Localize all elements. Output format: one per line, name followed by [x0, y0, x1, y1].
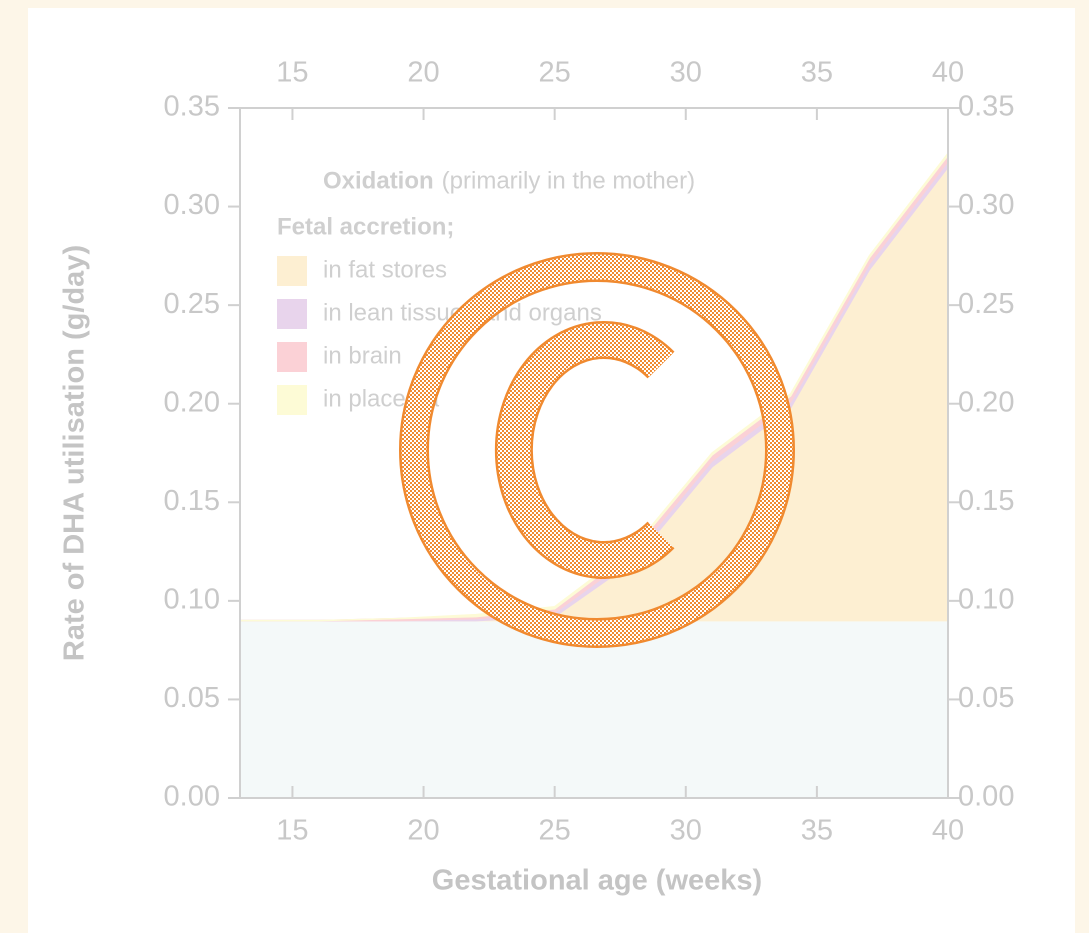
y2-tick-label: 0.05	[958, 682, 1014, 714]
legend-entry: in fat stores	[323, 256, 447, 283]
legend: Oxidation (primarily in the mother) Fetal …	[277, 167, 695, 415]
x-tick-label: 25	[539, 815, 571, 847]
legend-heading: Fetal accretion;	[277, 213, 454, 240]
x-tick-label: 35	[801, 815, 833, 847]
legend-swatch	[277, 342, 307, 372]
y2-tick-label: 0.35	[958, 91, 1014, 123]
y2-tick-label: 0.25	[958, 288, 1014, 320]
watermark-c	[497, 323, 673, 577]
y-tick-label: 0.05	[164, 682, 220, 714]
legend-swatch	[277, 299, 307, 329]
y2-tick-label: 0.15	[958, 485, 1014, 517]
x2-tick-label: 15	[276, 57, 308, 89]
y-axis-label: Rate of DHA utilisation (g/day)	[59, 245, 91, 661]
plot-frame	[239, 107, 949, 799]
watermark	[399, 252, 795, 648]
x2-tick-label: 40	[932, 57, 964, 89]
x-tick-label: 15	[276, 815, 308, 847]
y2-tick-label: 0.10	[958, 584, 1014, 616]
y-tick-label: 0.00	[164, 781, 220, 813]
y-tick-label: 0.25	[164, 288, 220, 320]
y-tick-label: 0.20	[164, 386, 220, 418]
x-tick-label: 40	[932, 815, 964, 847]
x-axis-label: Gestational age (weeks)	[432, 865, 762, 897]
x2-tick-label: 20	[407, 57, 439, 89]
legend-note: (primarily in the mother)	[442, 167, 695, 194]
y2-tick-label: 0.00	[958, 781, 1014, 813]
y-tick-label: 0.35	[164, 91, 220, 123]
x2-tick-label: 25	[539, 57, 571, 89]
x2-tick-label: 30	[670, 57, 702, 89]
legend-entry: Oxidation	[323, 167, 434, 194]
y2-tick-label: 0.20	[958, 386, 1014, 418]
legend-swatch	[277, 256, 307, 286]
y2-tick-label: 0.30	[958, 189, 1014, 221]
x-tick-label: 20	[407, 815, 439, 847]
y-tick-label: 0.10	[164, 584, 220, 616]
legend-entry: in brain	[323, 342, 402, 369]
y-tick-label: 0.30	[164, 189, 220, 221]
watermark-ring	[401, 254, 793, 646]
legend-swatch	[277, 385, 307, 415]
x2-tick-label: 35	[801, 57, 833, 89]
x-tick-label: 30	[670, 815, 702, 847]
y-tick-label: 0.15	[164, 485, 220, 517]
